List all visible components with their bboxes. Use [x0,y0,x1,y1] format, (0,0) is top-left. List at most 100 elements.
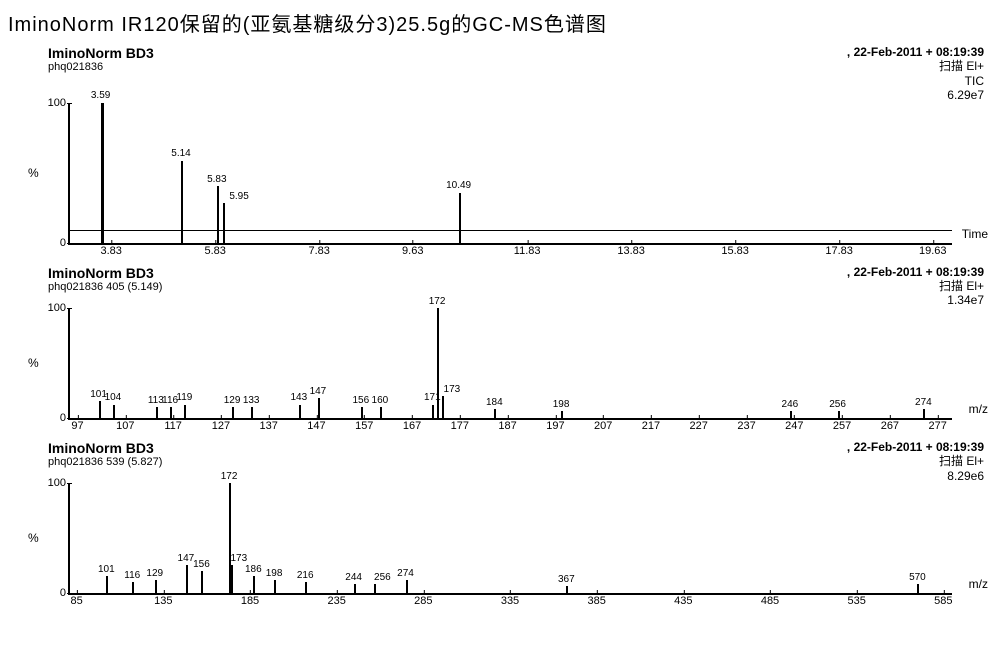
peak-label: 274 [915,397,932,408]
baseline [70,230,952,242]
y-label: % [28,166,39,180]
peak [156,407,158,418]
peak-label: 172 [429,296,446,307]
peak-label: 184 [486,397,503,408]
x-tick: 135 [154,595,172,607]
x-tick: 267 [881,420,899,432]
x-tick: 19.63 [919,245,947,257]
chart-panel: IminoNorm BD3phq021836 539 (5.827) , 22-F… [8,440,992,611]
y-tick: 100 [36,477,66,489]
panels-container: IminoNorm BD3phq021836, 22-Feb-2011 + 08… [8,45,992,611]
x-tick: 85 [71,595,83,607]
panel-header: IminoNorm BD3phq021836, 22-Feb-2011 + 08… [8,45,992,103]
peak [374,584,376,593]
x-tick: 257 [833,420,851,432]
peak-label: 147 [178,553,195,564]
x-tick: 185 [241,595,259,607]
peak-label: 143 [290,392,307,403]
peak [113,405,115,418]
y-label: % [28,531,39,545]
x-tick: 585 [934,595,952,607]
peak-label: 198 [266,568,283,579]
peak-label: 129 [224,395,241,406]
x-tick: 107 [116,420,134,432]
x-axis: 9710711712713714715716717718719720721722… [68,420,952,436]
panel-header: IminoNorm BD3phq021836 405 (5.149), 22-F… [8,265,992,308]
peak [380,407,382,418]
x-tick: 385 [587,595,605,607]
peak [561,411,563,418]
peak-label: 274 [397,568,414,579]
x-tick: 285 [414,595,432,607]
x-unit: m/z [969,402,988,416]
x-axis: 3.835.837.839.6311.8313.8315.8317.8319.6… [68,245,952,261]
x-tick: 157 [355,420,373,432]
peak-label: 156 [352,395,369,406]
peak [437,308,439,418]
peak-label: 5.14 [171,148,190,159]
peak-label: 173 [230,553,247,564]
x-tick: 197 [546,420,564,432]
x-tick: 227 [690,420,708,432]
peak [299,405,301,418]
peak [231,565,233,593]
peak [251,407,253,418]
peak-label: 119 [176,392,192,403]
x-tick: 9.63 [402,245,423,257]
x-tick: 535 [847,595,865,607]
x-tick: 117 [164,420,182,432]
peak [432,405,434,418]
page-title: IminoNorm IR120保留的(亚氨基糖级分3)25.5g的GC-MS色谱… [8,8,992,37]
y-tick: 0 [36,237,66,249]
x-tick: 485 [761,595,779,607]
panel-meta: , 22-Feb-2011 + 08:19:39扫描 El+8.29e6 [847,440,984,483]
x-unit: m/z [969,577,988,591]
peak [923,409,925,418]
peak [838,411,840,418]
peak [181,161,183,243]
x-axis: 85135185235285335385435485535585 [68,595,952,611]
peak-label: 216 [297,570,314,581]
peak [494,409,496,418]
peak-label: 172 [221,471,238,482]
x-tick: 97 [71,420,83,432]
x-tick: 17.83 [825,245,853,257]
peak-label: 244 [345,572,362,583]
x-tick: 15.83 [721,245,749,257]
peak-label: 160 [372,395,389,406]
peak-label: 256 [829,399,846,410]
peak-label: 246 [782,399,799,410]
peak [442,396,444,418]
peak-label: 129 [146,568,163,579]
panel-title: IminoNorm BD3phq021836 539 (5.827) [48,440,162,468]
y-tick: 0 [36,412,66,424]
panel-meta: , 22-Feb-2011 + 08:19:39扫描 El+TIC6.29e7 [847,45,984,103]
y-tick: 100 [36,302,66,314]
peak-label: 173 [444,384,461,395]
peak [566,586,568,593]
peak-label: 101 [98,564,115,575]
peak [106,576,108,593]
peak [217,186,219,242]
peak-label: 256 [374,572,391,583]
x-tick: 127 [212,420,230,432]
y-label: % [28,356,39,370]
peak-label: 116 [124,570,140,581]
peak [318,398,320,418]
peak-label: 147 [310,386,327,397]
peak [223,203,225,243]
panel-header: IminoNorm BD3phq021836 539 (5.827) , 22-F… [8,440,992,483]
x-tick: 137 [260,420,278,432]
peak-label: 133 [243,395,260,406]
peak [186,565,188,593]
x-tick: 5.83 [204,245,225,257]
y-tick: 100 [36,97,66,109]
x-tick: 147 [307,420,325,432]
x-tick: 3.83 [100,245,121,257]
peak [101,103,104,243]
peak-label: 104 [105,392,122,403]
peak [790,411,792,418]
plot-area: 0100%10110411311611912913314314715616017… [68,308,952,420]
x-tick: 277 [928,420,946,432]
peak [274,580,276,593]
